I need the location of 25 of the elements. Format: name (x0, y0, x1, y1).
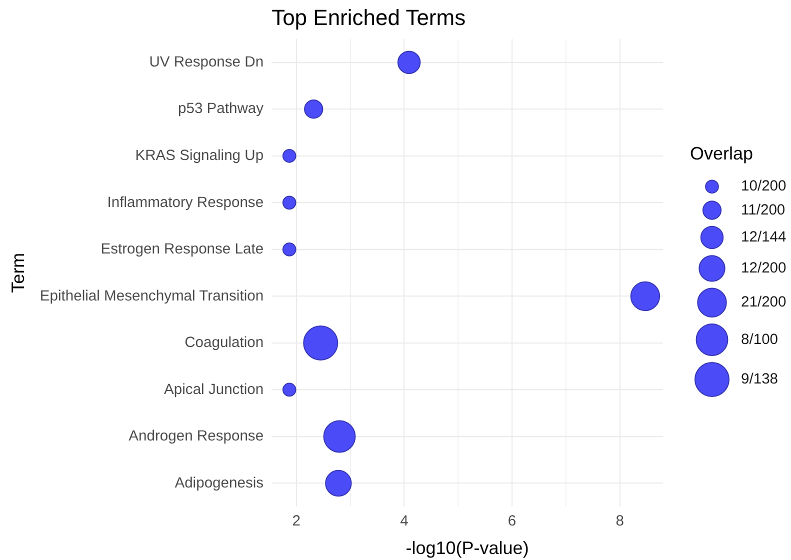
x-tick-label: 2 (292, 514, 300, 530)
legend-label: 8/100 (741, 332, 778, 348)
legend-label: 10/200 (741, 178, 786, 195)
y-tick-label: p53 Pathway (178, 101, 264, 118)
y-tick-label: Estrogen Response Late (100, 242, 264, 258)
y-tick-label: KRAS Signaling Up (135, 148, 264, 164)
x-tick-label: 6 (508, 514, 516, 530)
chart-title: Top Enriched Terms (272, 5, 466, 30)
x-axis-title: -log10(P-value) (406, 538, 529, 558)
y-tick-label: Coagulation (184, 335, 264, 352)
legend-label: 12/144 (741, 230, 786, 246)
legend-title: Overlap (690, 144, 754, 164)
legend-label: 11/200 (741, 202, 786, 218)
x-tick-label: 8 (616, 514, 624, 530)
y-axis-title: Term (8, 252, 28, 293)
y-tick-label: Adipogenesis (174, 475, 264, 492)
y-tick-label: UV Response Dn (149, 54, 264, 70)
legend-label: 9/138 (741, 372, 778, 388)
y-tick-label: Androgen Response (128, 428, 264, 445)
y-tick-label: Inflammatory Response (107, 194, 264, 211)
x-tick-label: 4 (400, 514, 408, 530)
legend-label: 21/200 (741, 294, 786, 311)
y-tick-label: Apical Junction (164, 382, 264, 398)
y-tick-label: Epithelial Mesenchymal Transition (40, 288, 264, 304)
legend-label: 12/200 (741, 260, 786, 277)
